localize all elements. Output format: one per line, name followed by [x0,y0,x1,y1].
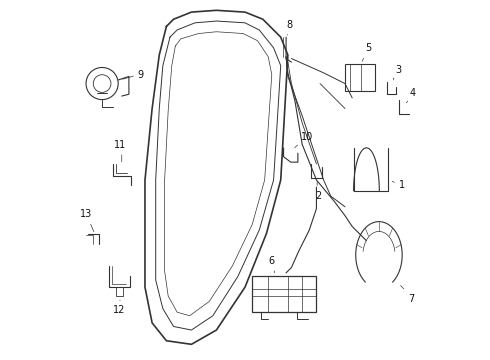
Text: 6: 6 [269,256,275,266]
Bar [252,276,317,312]
Bar [345,64,375,91]
Text: 1: 1 [398,180,405,190]
Text: 12: 12 [113,305,125,315]
Text: 5: 5 [365,43,371,53]
Text: 11: 11 [114,140,126,150]
Text: 3: 3 [395,64,402,75]
Text: 13: 13 [80,209,92,219]
Text: 4: 4 [410,88,416,98]
Text: 10: 10 [301,132,313,143]
Text: 8: 8 [287,20,293,30]
Text: 9: 9 [138,69,144,80]
Text: 7: 7 [408,294,414,304]
Text: 2: 2 [315,191,321,201]
